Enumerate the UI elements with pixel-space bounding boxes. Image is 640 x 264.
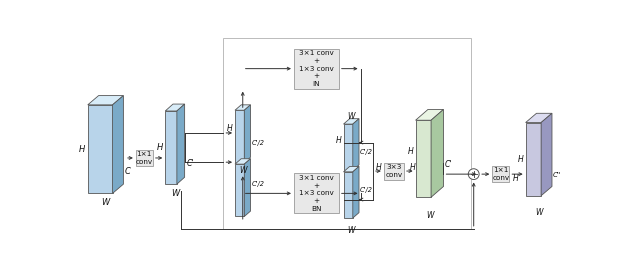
Text: C: C bbox=[125, 167, 131, 176]
Text: H: H bbox=[79, 145, 84, 154]
Text: 3×1 conv
+
1×3 conv
+
IN: 3×1 conv + 1×3 conv + IN bbox=[299, 50, 333, 87]
Polygon shape bbox=[344, 172, 353, 218]
Polygon shape bbox=[415, 120, 431, 197]
Polygon shape bbox=[541, 113, 552, 196]
Polygon shape bbox=[353, 166, 359, 218]
Text: C'': C'' bbox=[553, 172, 561, 178]
FancyBboxPatch shape bbox=[384, 163, 404, 180]
Text: W: W bbox=[426, 211, 433, 220]
Polygon shape bbox=[353, 119, 359, 170]
Text: W: W bbox=[171, 189, 179, 198]
Polygon shape bbox=[415, 110, 444, 120]
Text: H: H bbox=[408, 147, 413, 155]
Polygon shape bbox=[88, 105, 113, 194]
Polygon shape bbox=[113, 96, 124, 194]
Text: H: H bbox=[518, 155, 524, 164]
Text: H: H bbox=[376, 163, 382, 172]
Polygon shape bbox=[235, 110, 244, 163]
Polygon shape bbox=[165, 104, 184, 111]
Polygon shape bbox=[244, 159, 250, 216]
Text: 3×3
conv: 3×3 conv bbox=[385, 164, 403, 178]
Text: 1×1
conv: 1×1 conv bbox=[136, 151, 153, 165]
Polygon shape bbox=[165, 111, 177, 184]
Polygon shape bbox=[344, 166, 359, 172]
Text: 3×1 conv
+
1×3 conv
+
BN: 3×1 conv + 1×3 conv + BN bbox=[299, 175, 333, 212]
Text: C'/2: C'/2 bbox=[360, 149, 372, 155]
Text: C'/2: C'/2 bbox=[252, 140, 264, 146]
Text: W: W bbox=[348, 112, 355, 121]
Polygon shape bbox=[431, 110, 444, 197]
Text: W: W bbox=[102, 198, 109, 207]
Polygon shape bbox=[235, 159, 250, 164]
Polygon shape bbox=[88, 96, 124, 105]
Text: C': C' bbox=[444, 161, 452, 169]
Text: C': C' bbox=[186, 159, 194, 168]
Text: W: W bbox=[239, 166, 246, 176]
Text: W: W bbox=[348, 227, 355, 235]
Text: H: H bbox=[157, 143, 163, 152]
Text: H: H bbox=[335, 136, 341, 145]
FancyBboxPatch shape bbox=[136, 150, 153, 166]
Text: C'/2: C'/2 bbox=[252, 181, 264, 187]
Text: H: H bbox=[227, 124, 233, 133]
Text: C'/2: C'/2 bbox=[360, 187, 372, 193]
Polygon shape bbox=[525, 122, 541, 196]
Polygon shape bbox=[235, 105, 250, 110]
Text: H: H bbox=[513, 174, 519, 183]
Polygon shape bbox=[525, 113, 552, 122]
Polygon shape bbox=[235, 164, 244, 216]
FancyBboxPatch shape bbox=[294, 173, 339, 213]
FancyBboxPatch shape bbox=[294, 49, 339, 89]
Polygon shape bbox=[344, 119, 359, 124]
Text: H: H bbox=[410, 163, 415, 172]
Polygon shape bbox=[344, 124, 353, 170]
Circle shape bbox=[468, 169, 479, 180]
Text: 1×1
conv: 1×1 conv bbox=[492, 167, 509, 181]
Polygon shape bbox=[244, 105, 250, 163]
Polygon shape bbox=[177, 104, 184, 184]
Text: W: W bbox=[535, 208, 543, 217]
FancyBboxPatch shape bbox=[492, 166, 509, 182]
